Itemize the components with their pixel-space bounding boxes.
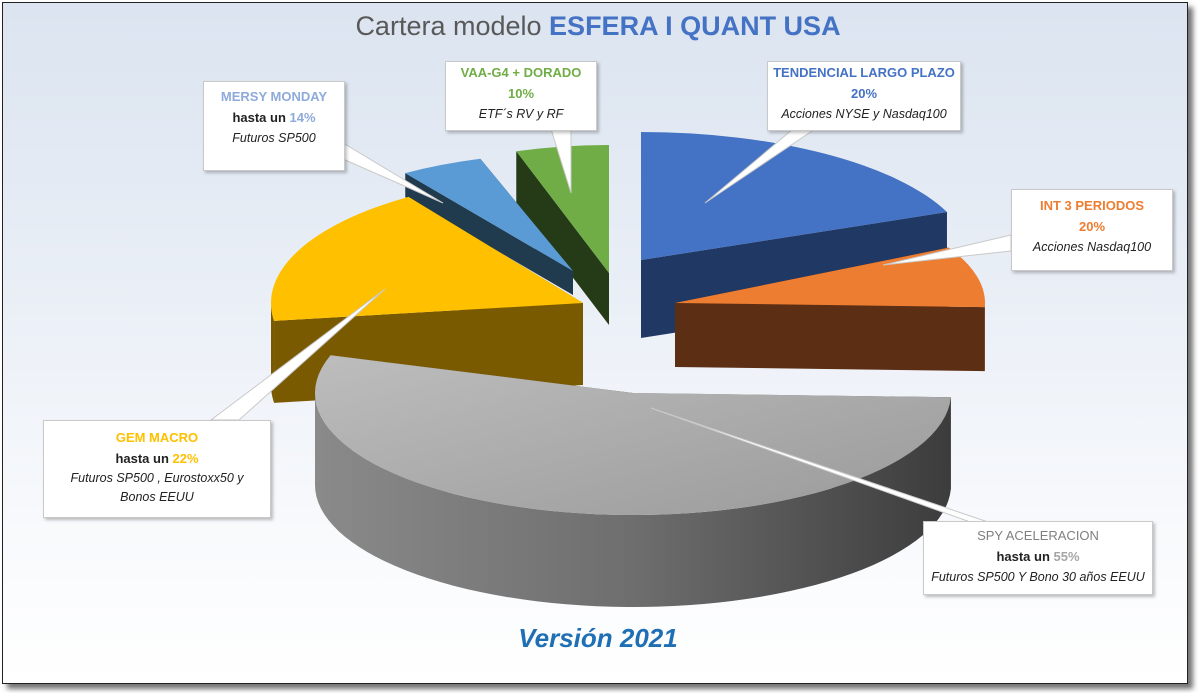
callout-prefix: hasta un [996, 549, 1050, 564]
slice-top [516, 145, 609, 273]
callout-prefix: hasta un [232, 110, 286, 125]
callout-name: SPY ACELERACION [977, 528, 1099, 543]
title-prefix: Cartera modelo [355, 11, 542, 41]
callout-percent: 20% [850, 86, 878, 101]
callout-int3: INT 3 PERIODOS 20% Acciones Nasdaq100 [1011, 189, 1173, 271]
slice-rim [315, 393, 951, 608]
callout-gem: GEM MACRO hasta un 22% Futuros SP500 , E… [43, 420, 271, 518]
pie-slice-spy-aceleracion [315, 355, 951, 608]
callout-mersy: MERSY MONDAY hasta un 14% Futuros SP500 [203, 81, 345, 171]
callout-percent: 22% [172, 451, 199, 466]
callout-percent: 55% [1053, 549, 1080, 564]
callout-name: TENDENCIAL LARGO PLAZO [773, 65, 955, 80]
pie-chart-3d [209, 128, 1012, 608]
callout-name: GEM MACRO [115, 430, 199, 445]
callout-description: Acciones Nasdaq100 [1032, 240, 1152, 254]
version-label: Versión 2021 [518, 623, 678, 653]
callout-spy: SPY ACELERACION hasta un 55% Futuros SP5… [923, 521, 1153, 595]
callout-name: INT 3 PERIODOS [1039, 198, 1145, 213]
callout-prefix: hasta un [115, 451, 169, 466]
slice-top [405, 158, 573, 271]
callout-description: Futuros SP500 Y Bono 30 años EEUU [931, 570, 1145, 584]
slice-wall [516, 151, 609, 325]
chart-frame: Cartera modelo ESFERA I QUANT USA TENDEN… [2, 2, 1188, 684]
pie-slice-mersy-monday [405, 158, 573, 295]
pie-slice-vaa-g4-dorado [516, 145, 609, 325]
callout-percent: 14% [289, 110, 316, 125]
chart-title: Cartera modelo ESFERA I QUANT USA [3, 11, 1187, 42]
slice-top [315, 355, 951, 515]
callout-description: ETF´s RV y RF [478, 107, 564, 121]
callout-percent: 10% [507, 86, 535, 101]
callout-vaa: VAA-G4 + DORADO 10% ETF´s RV y RF [445, 61, 597, 131]
slice-top [271, 196, 583, 321]
callout-percent: 20% [1078, 219, 1106, 234]
callout-tendencial: TENDENCIAL LARGO PLAZO 20% Acciones NYSE… [767, 61, 961, 131]
callout-description: Futuros SP500 [232, 131, 316, 145]
callout-description: Acciones NYSE y Nasdaq100 [781, 107, 947, 121]
slice-wall [675, 303, 985, 372]
slice-wall [405, 173, 573, 295]
title-highlight: ESFERA I QUANT USA [549, 11, 841, 41]
callout-name: MERSY MONDAY [220, 89, 328, 104]
callout-name: VAA-G4 + DORADO [460, 65, 582, 80]
slice-top [641, 132, 947, 260]
callout-description: Futuros SP500 , Eurostoxx50 y Bonos EEUU [70, 471, 244, 504]
